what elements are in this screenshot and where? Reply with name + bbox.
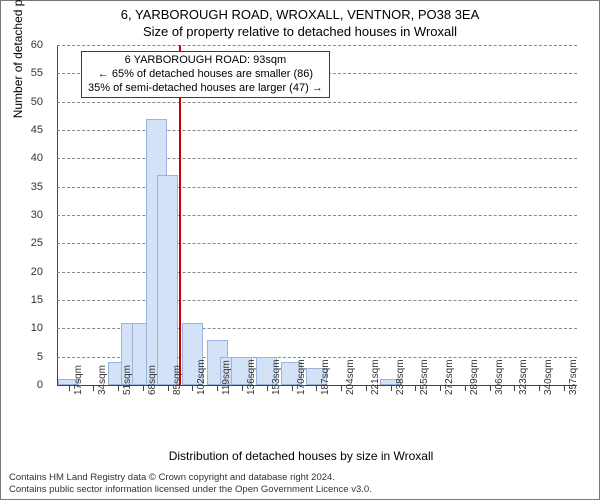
- histogram-bar: [157, 175, 178, 385]
- x-tick-label: 255sqm: [419, 359, 430, 395]
- grid-line: [57, 187, 577, 188]
- grid-line: [57, 243, 577, 244]
- grid-line: [57, 130, 577, 131]
- x-tick-label: 306sqm: [494, 359, 505, 395]
- x-tick-label: 170sqm: [296, 359, 307, 395]
- grid-line: [57, 45, 577, 46]
- attribution-text: Contains HM Land Registry data © Crown c…: [9, 472, 372, 495]
- x-tick-label: 323sqm: [518, 359, 529, 395]
- x-tick-label: 68sqm: [147, 365, 158, 395]
- x-tick-label: 272sqm: [444, 359, 455, 395]
- attribution-line-2: Contains public sector information licen…: [9, 484, 372, 495]
- x-tick-label: 357sqm: [568, 359, 579, 395]
- grid-line: [57, 272, 577, 273]
- y-tick-label: 30: [31, 209, 43, 221]
- annotation-line-1: 6 YARBOROUGH ROAD: 93sqm: [88, 54, 323, 68]
- y-tick-label: 45: [31, 124, 43, 136]
- x-tick-label: 51sqm: [122, 365, 133, 395]
- y-tick-label: 5: [37, 351, 43, 363]
- grid-line: [57, 300, 577, 301]
- x-tick: [465, 385, 466, 391]
- y-axis-label: Number of detached properties: [11, 0, 25, 118]
- y-tick-label: 55: [31, 67, 43, 79]
- chart-title-address: 6, YARBOROUGH ROAD, WROXALL, VENTNOR, PO…: [1, 7, 599, 22]
- x-tick: [514, 385, 515, 391]
- x-tick: [415, 385, 416, 391]
- x-tick: [217, 385, 218, 391]
- chart-plot-area: 05101520253035404550556017sqm34sqm51sqm6…: [57, 45, 577, 405]
- x-tick: [366, 385, 367, 391]
- grid-line: [57, 158, 577, 159]
- x-tick-label: 102sqm: [196, 359, 207, 395]
- y-tick-label: 15: [31, 294, 43, 306]
- x-tick: [341, 385, 342, 391]
- x-tick-label: 221sqm: [370, 359, 381, 395]
- x-tick: [93, 385, 94, 391]
- x-tick-label: 153sqm: [271, 359, 282, 395]
- y-tick-label: 40: [31, 152, 43, 164]
- x-tick-label: 289sqm: [469, 359, 480, 395]
- attribution-line-1: Contains HM Land Registry data © Crown c…: [9, 472, 372, 483]
- y-tick-label: 60: [31, 39, 43, 51]
- y-tick-label: 25: [31, 237, 43, 249]
- x-tick: [391, 385, 392, 391]
- y-tick-label: 20: [31, 266, 43, 278]
- x-tick: [316, 385, 317, 391]
- annotation-line-3: 35% of semi-detached houses are larger (…: [88, 82, 323, 96]
- x-tick: [490, 385, 491, 391]
- x-tick-label: 136sqm: [246, 359, 257, 395]
- annotation-line-2: ← 65% of detached houses are smaller (86…: [88, 68, 323, 82]
- chart-container: 6, YARBOROUGH ROAD, WROXALL, VENTNOR, PO…: [0, 0, 600, 500]
- marker-annotation: 6 YARBOROUGH ROAD: 93sqm ← 65% of detach…: [81, 51, 330, 98]
- chart-title-sub: Size of property relative to detached ho…: [1, 24, 599, 39]
- y-tick-label: 10: [31, 322, 43, 334]
- x-tick: [539, 385, 540, 391]
- x-tick-label: 17sqm: [73, 365, 84, 395]
- y-tick-label: 35: [31, 181, 43, 193]
- x-tick: [292, 385, 293, 391]
- x-tick-label: 187sqm: [320, 359, 331, 395]
- x-tick: [267, 385, 268, 391]
- x-tick-label: 238sqm: [395, 359, 406, 395]
- grid-line: [57, 215, 577, 216]
- grid-line: [57, 102, 577, 103]
- y-tick-label: 50: [31, 96, 43, 108]
- x-tick-label: 119sqm: [221, 360, 232, 395]
- x-tick: [168, 385, 169, 391]
- x-tick: [143, 385, 144, 391]
- x-tick-label: 340sqm: [543, 359, 554, 395]
- x-tick: [564, 385, 565, 391]
- y-tick-label: 0: [37, 379, 43, 391]
- x-tick-label: 204sqm: [345, 359, 356, 395]
- x-tick: [69, 385, 70, 391]
- x-tick: [118, 385, 119, 391]
- x-tick: [242, 385, 243, 391]
- x-axis-label: Distribution of detached houses by size …: [1, 449, 600, 463]
- x-tick-label: 34sqm: [97, 365, 108, 395]
- x-tick: [192, 385, 193, 391]
- x-tick: [440, 385, 441, 391]
